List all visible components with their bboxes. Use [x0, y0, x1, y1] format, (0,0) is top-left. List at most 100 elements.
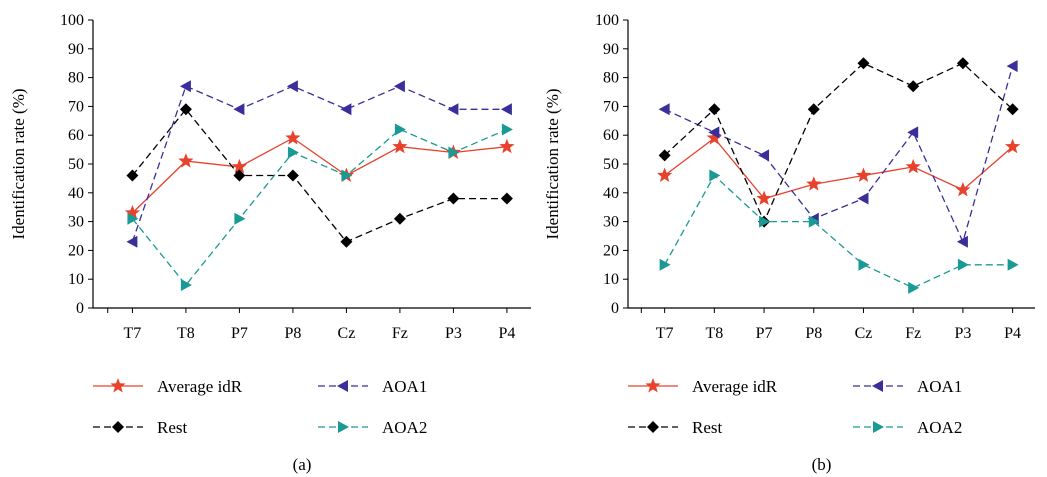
series-line [131, 108, 507, 243]
data-point [658, 149, 671, 162]
panel-label: (a) [293, 455, 312, 474]
y-tick-label: 80 [603, 70, 619, 87]
y-tick-label: 40 [68, 185, 84, 202]
data-point [956, 235, 968, 248]
chart-panel-a: 0 10 20 30 40 50 60 70 80 90 100 T7 T8 P7 P8 Cz Fz P3 P4 Id… [9, 12, 531, 474]
data-point [658, 103, 670, 116]
x-tick-label: T8 [705, 325, 723, 342]
series-aoa1 [658, 60, 1018, 248]
data-point [858, 258, 870, 271]
data-point [709, 169, 721, 182]
y-axis-title: Identification rate (%) [9, 88, 28, 239]
data-point [393, 212, 406, 225]
y-axis-title: Identification rate (%) [543, 88, 562, 239]
x-tick-label: P4 [498, 325, 515, 342]
data-point [857, 192, 869, 205]
legend-label: Rest [692, 418, 723, 437]
x-tick-label: Cz [338, 325, 356, 342]
x-tick-label: P3 [445, 325, 462, 342]
y-tick-label: 70 [603, 98, 619, 115]
data-point [126, 169, 139, 182]
x-tick-label: T7 [124, 325, 142, 342]
legend-label: Average idR [692, 377, 778, 396]
x-tick-label: Fz [905, 325, 921, 342]
data-point [659, 258, 671, 271]
series-aoa2 [127, 123, 513, 291]
data-point [287, 146, 299, 159]
series-line [664, 174, 1013, 289]
legend-label: AOA2 [917, 418, 962, 437]
data-point [808, 215, 820, 228]
y-tick-label: 10 [603, 271, 619, 288]
data-point [178, 153, 194, 168]
data-point [807, 103, 820, 116]
data-point [234, 212, 246, 225]
data-point [907, 80, 920, 93]
data-point [231, 158, 247, 174]
data-point [393, 80, 405, 93]
legend-marker [338, 421, 349, 433]
series-average-idr [124, 130, 515, 220]
x-tick-label: P7 [756, 325, 773, 342]
y-tick-label: 40 [603, 185, 619, 202]
y-tick-label: 90 [68, 41, 84, 58]
data-point [758, 149, 770, 162]
x-tick-label: T8 [177, 325, 195, 342]
data-point [447, 192, 460, 205]
data-point [126, 235, 138, 248]
y-tick-label: 0 [611, 300, 619, 317]
data-point [855, 167, 872, 182]
data-point [756, 190, 772, 205]
data-point [340, 235, 353, 248]
legend-item: Rest [628, 418, 723, 437]
data-point [708, 103, 721, 116]
data-point [1007, 258, 1019, 271]
panel-label: (b) [812, 455, 832, 474]
series-line [664, 137, 1014, 200]
data-point [908, 281, 920, 294]
x-tick-label: P8 [805, 325, 822, 342]
legend-marker [647, 421, 659, 433]
data-point [392, 138, 408, 154]
legend-item: Rest [93, 418, 188, 437]
x-tick-label: T7 [656, 325, 674, 342]
y-tick-label: 0 [76, 300, 84, 317]
legend-item: Average idR [628, 377, 778, 396]
y-tick-label: 60 [603, 127, 619, 144]
legend-item: AOA2 [853, 418, 962, 437]
series-line [131, 137, 507, 214]
legend-marker [337, 380, 348, 392]
data-point [341, 169, 353, 182]
data-point [759, 215, 771, 228]
data-point [857, 57, 870, 70]
series-rest [126, 103, 513, 248]
y-tick-label: 50 [603, 156, 619, 173]
series-aoa1 [126, 80, 512, 248]
data-point [179, 103, 192, 116]
legend-marker [872, 380, 883, 392]
legend-label: Rest [157, 418, 188, 437]
data-point [286, 80, 298, 93]
legend-marker [645, 378, 661, 393]
series-average-idr [657, 130, 1021, 205]
data-point [501, 123, 513, 136]
y-tick-label: 100 [60, 12, 84, 29]
x-tick-label: Cz [855, 325, 873, 342]
series-aoa2 [659, 169, 1019, 294]
y-tick-label: 50 [68, 156, 84, 173]
data-point [955, 181, 971, 197]
data-point [499, 138, 515, 154]
data-point [127, 212, 139, 225]
data-point [233, 169, 246, 182]
data-point [447, 103, 459, 116]
data-point [956, 57, 969, 70]
y-tick-label: 20 [68, 242, 84, 259]
y-tick-label: 90 [603, 41, 619, 58]
y-tick-label: 100 [595, 12, 619, 29]
data-point [500, 192, 513, 205]
y-tick-label: 20 [603, 242, 619, 259]
data-point [286, 169, 299, 182]
data-point [394, 123, 406, 136]
legend-label: AOA2 [382, 418, 427, 437]
